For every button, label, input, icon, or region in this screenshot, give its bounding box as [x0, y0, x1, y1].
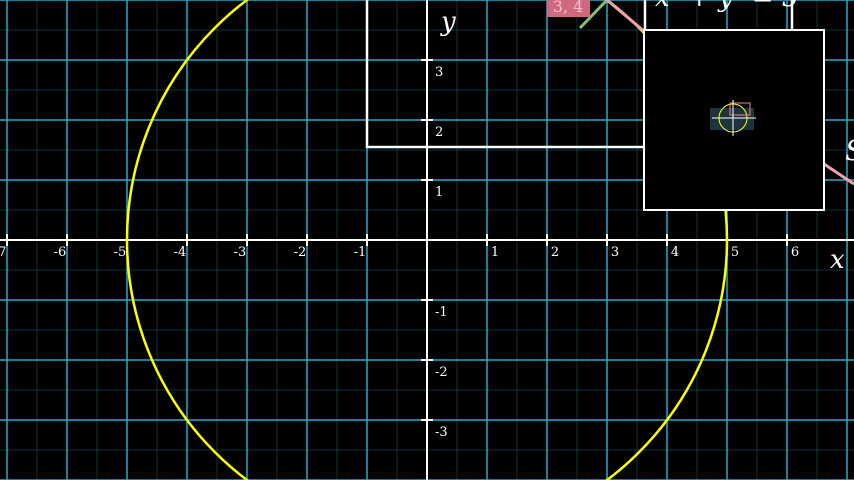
y-tick-label: 3 — [435, 65, 443, 80]
segment — [606, 0, 646, 34]
x-tick-label: 3 — [611, 245, 619, 260]
x-tick-label: 6 — [791, 245, 799, 260]
point-label-box — [547, 0, 590, 17]
x-tick-label: -1 — [354, 245, 367, 260]
segment — [823, 162, 854, 186]
y-tick-label: -1 — [435, 305, 448, 320]
equation: x² + y² = 5 — [655, 0, 798, 13]
inset-rect — [729, 102, 751, 116]
side-label: S — [845, 134, 854, 167]
x-tick-label: -6 — [54, 245, 67, 260]
x-tick-label: 5 — [731, 245, 739, 260]
inset — [643, 29, 825, 211]
x-tick-label: -7 — [0, 245, 6, 260]
circle — [125, 0, 729, 480]
y-axis-label: y — [440, 7, 456, 37]
x-tick-label: 1 — [491, 245, 499, 260]
y-tick-label: 1 — [435, 185, 443, 200]
x-tick-label: -4 — [174, 245, 187, 260]
x-axis-label: x — [830, 245, 845, 275]
y-tick-label: 2 — [435, 125, 443, 140]
y-tick-label: -2 — [435, 365, 448, 380]
x-tick-label: -3 — [234, 245, 247, 260]
x-tick-label: -2 — [294, 245, 307, 260]
point-label: 3, 4 — [553, 0, 584, 16]
y-tick-label: -3 — [435, 425, 448, 440]
x-tick-label: -5 — [114, 245, 127, 260]
segment — [578, 0, 609, 30]
x-tick-label: 4 — [671, 245, 679, 260]
x-tick-label: 2 — [551, 245, 559, 260]
